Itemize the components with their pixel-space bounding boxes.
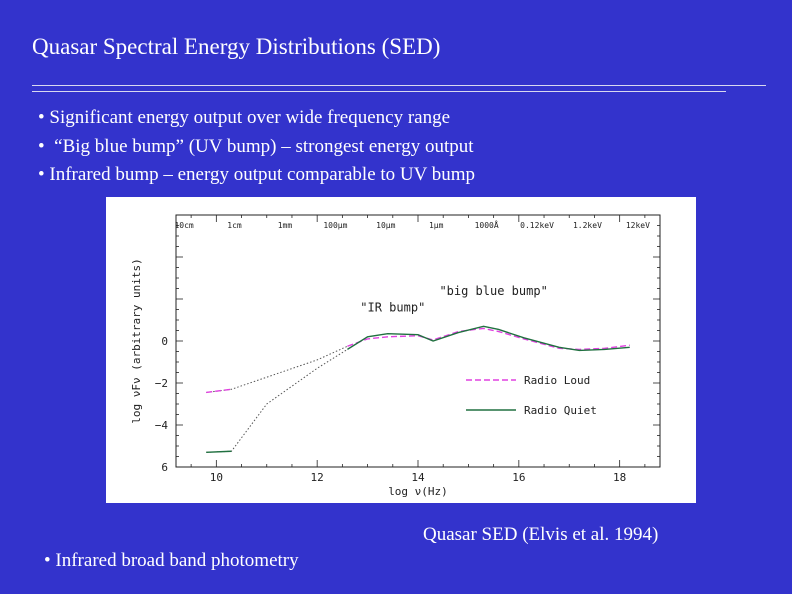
y-tick-label: 0 bbox=[161, 335, 168, 348]
x-tick-label: 10 bbox=[210, 471, 223, 484]
title-rule-bottom bbox=[32, 91, 726, 92]
x-axis-label: log ν(Hz) bbox=[388, 485, 448, 498]
legend-label: Radio Loud bbox=[524, 374, 590, 387]
top-axis-label: 10cm bbox=[174, 221, 193, 230]
x-tick-label: 12 bbox=[311, 471, 324, 484]
top-axis-label: 100μm bbox=[323, 221, 347, 230]
y-tick-label: 6 bbox=[161, 461, 168, 474]
chart-annotation: "IR bump" bbox=[360, 301, 425, 315]
top-axis-label: 1000Å bbox=[475, 219, 499, 230]
sed-chart: 10 12 14 16 18 0 −2 −4 6 10cm 1cm 1mm 100μm 10μm 1μm 10… bbox=[130, 214, 661, 498]
sed-figure: 10 12 14 16 18 0 −2 −4 6 10cm 1cm 1mm 100μm 10μm 1μm 10… bbox=[106, 197, 696, 503]
top-axis-label: 12keV bbox=[626, 221, 650, 230]
title-rule-top bbox=[32, 85, 766, 86]
series-radio-segment bbox=[206, 388, 232, 394]
bullet-list: Significant energy output over wide freq… bbox=[38, 104, 475, 190]
top-axis-label: 1mm bbox=[278, 221, 293, 230]
slide-title: Quasar Spectral Energy Distributions (SE… bbox=[32, 34, 441, 59]
top-axis-label: 1.2keV bbox=[573, 221, 602, 230]
bottom-bullet: Infrared broad band photometry bbox=[44, 550, 298, 572]
series-radio-segment bbox=[206, 450, 232, 453]
y-tick-label: −2 bbox=[155, 377, 168, 390]
y-axis-label: log νFν (arbitrary units) bbox=[130, 258, 143, 424]
series-gap-line bbox=[206, 348, 348, 453]
bullet-item: Infrared bump – energy output comparable… bbox=[38, 161, 475, 190]
series-line-radio-quiet bbox=[347, 325, 630, 352]
bullet-item: Significant energy output over wide freq… bbox=[38, 104, 475, 133]
x-tick-label: 18 bbox=[613, 471, 626, 484]
bullet-item: “Big blue bump” (UV bump) – strongest en… bbox=[38, 133, 475, 162]
legend-label: Radio Quiet bbox=[524, 404, 597, 417]
top-axis-label: 1cm bbox=[227, 221, 242, 230]
top-axis-label: 1μm bbox=[429, 221, 444, 230]
series-line-radio-loud bbox=[347, 327, 630, 351]
y-tick-label: −4 bbox=[155, 419, 169, 432]
x-tick-label: 16 bbox=[512, 471, 525, 484]
series-gap-line bbox=[206, 345, 348, 393]
chart-annotation: "big blue bump" bbox=[439, 284, 547, 298]
top-axis-label: 0.12keV bbox=[520, 221, 554, 230]
figure-caption: Quasar SED (Elvis et al. 1994) bbox=[423, 524, 659, 545]
x-tick-label: 14 bbox=[411, 471, 425, 484]
top-axis-label: 10μm bbox=[376, 221, 395, 230]
plot-frame bbox=[175, 214, 661, 468]
